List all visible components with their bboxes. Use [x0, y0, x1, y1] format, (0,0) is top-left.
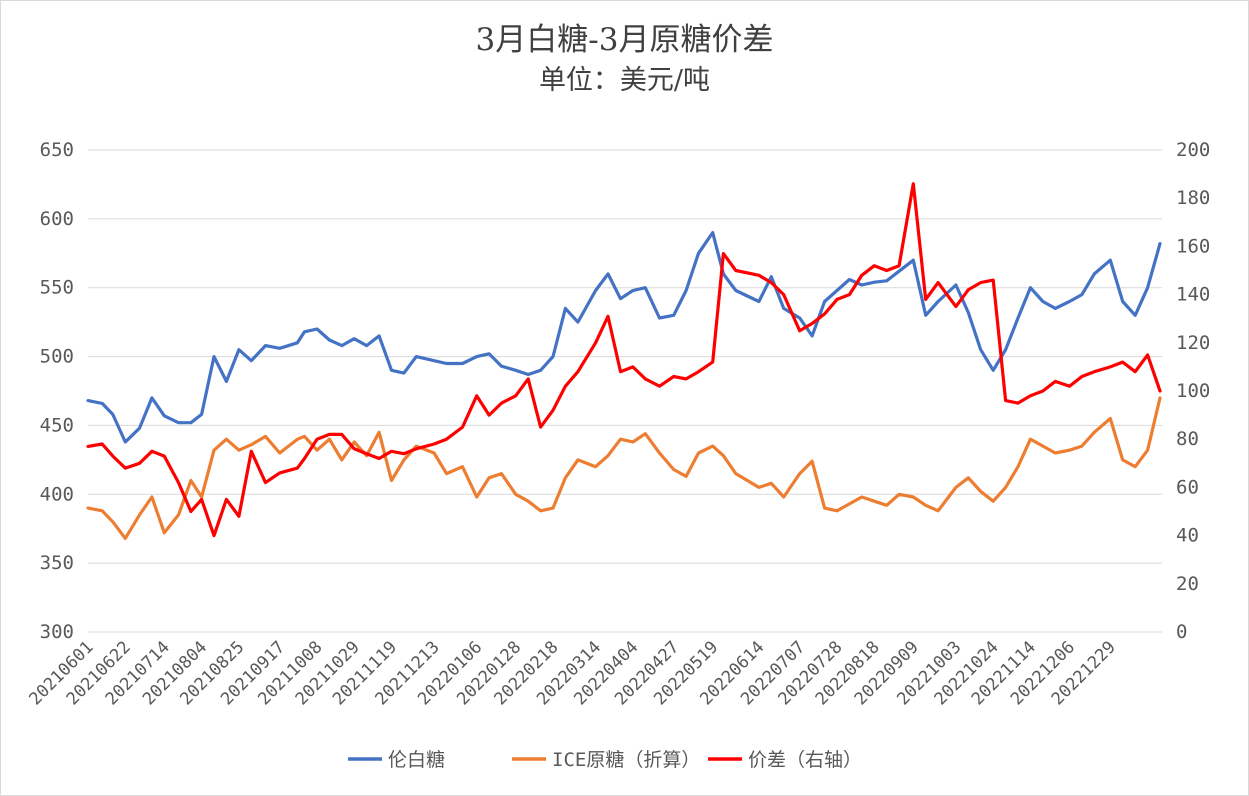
legend-label: 价差（右轴）	[748, 749, 862, 771]
right-tick-label: 100	[1176, 380, 1210, 402]
legend-label: 伦白糖	[388, 749, 445, 771]
legend: 伦白糖 ICE原糖（折算） 价差（右轴）	[348, 749, 862, 771]
right-tick-label: 0	[1176, 621, 1187, 643]
chart-title: 3月白糖-3月原糖价差	[475, 22, 774, 58]
right-tick-label: 200	[1176, 139, 1210, 161]
right-tick-label: 20	[1176, 573, 1199, 595]
left-tick-label: 550	[40, 277, 74, 299]
right-tick-label: 140	[1176, 284, 1210, 306]
right-tick-label: 40	[1176, 525, 1199, 547]
series-line-2	[86, 182, 1162, 538]
left-tick-label: 600	[40, 208, 74, 230]
left-tick-label: 450	[40, 414, 74, 436]
right-tick-label: 60	[1176, 476, 1199, 498]
series-lines	[86, 182, 1162, 541]
left-tick-label: 350	[40, 552, 74, 574]
left-tick-label: 650	[40, 139, 74, 161]
right-axis-ticks: 0 20 40 60 80 100 120 140 160 180 200	[1176, 139, 1210, 643]
right-tick-label: 160	[1176, 235, 1210, 257]
right-tick-label: 180	[1176, 187, 1210, 209]
left-tick-label: 300	[40, 621, 74, 643]
right-tick-label: 120	[1176, 332, 1210, 354]
gridlines	[88, 149, 1162, 633]
chart-subtitle: 单位：美元/吨	[538, 65, 711, 96]
left-tick-label: 400	[40, 483, 74, 505]
x-axis-ticks: 2021060120210622202107142021080420210825…	[25, 637, 1119, 709]
left-axis-ticks: 300 350 400 450 500 550 600 650	[40, 139, 74, 643]
legend-label: ICE原糖（折算）	[552, 749, 700, 771]
right-tick-label: 80	[1176, 428, 1199, 450]
left-tick-label: 500	[40, 346, 74, 368]
series-line-0	[86, 231, 1162, 444]
series-line-1	[86, 396, 1162, 541]
